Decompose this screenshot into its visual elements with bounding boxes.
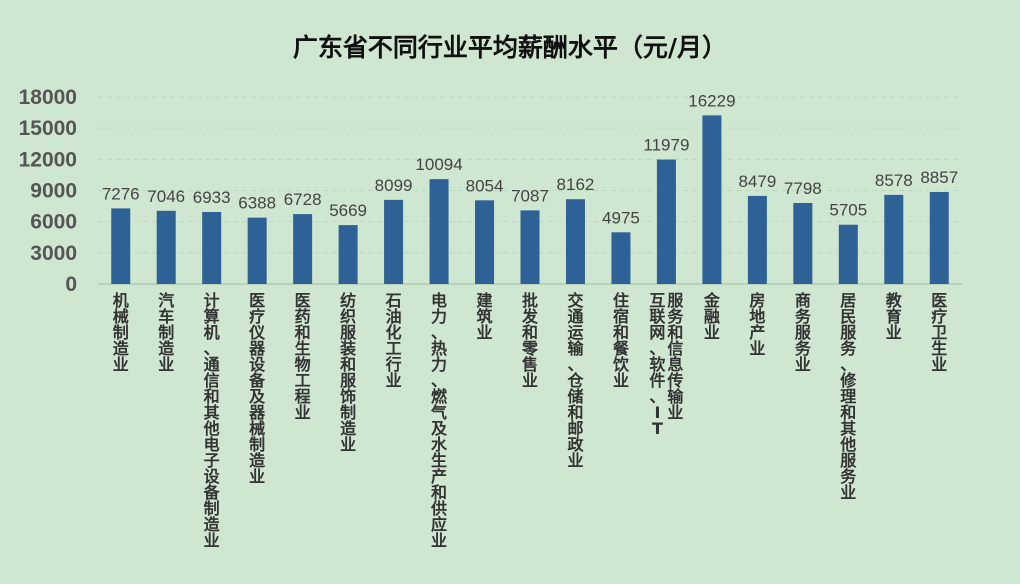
bar: [611, 232, 631, 284]
svg-text:居民服务、修理和其他服务业: 居民服务、修理和其他服务业: [839, 291, 857, 502]
x-tick-label: 纺织服装和服饰制造业: [339, 291, 357, 454]
bar: [384, 199, 404, 284]
bar: [111, 208, 131, 284]
x-tick-label: 汽车制造业: [158, 291, 175, 374]
svg-text:住宿和餐饮业: 住宿和餐饮业: [612, 291, 630, 390]
svg-text:建筑业: 建筑业: [477, 291, 493, 342]
chart-title: 广东省不同行业平均薪酬水平（元/月）: [293, 33, 727, 62]
x-tick-label: 医疗卫生业: [931, 291, 947, 374]
svg-text:医疗卫生业: 医疗卫生业: [931, 291, 947, 374]
bar: [338, 225, 358, 284]
bar: [520, 210, 540, 284]
svg-text:医疗仪器设备及器械制造业: 医疗仪器设备及器械制造业: [248, 291, 266, 486]
data-label: 10094: [415, 155, 462, 174]
svg-text:批发和零售业: 批发和零售业: [521, 291, 539, 390]
y-tick-label: 12000: [19, 148, 77, 171]
x-axis-labels: 机械制造业 汽车制造业 计算机、通信和其他电子设备制造业 医疗仪器设备及器械制造业 医药…: [113, 291, 948, 550]
x-tick-label: 批发和零售业: [521, 291, 539, 390]
x-tick-label: 医药和生物工程业: [295, 291, 311, 422]
svg-text:机械制造业: 机械制造业: [113, 291, 130, 374]
x-tick-label: 金融业: [703, 291, 721, 342]
bar: [293, 214, 313, 284]
bar: [247, 217, 267, 284]
bar: [565, 199, 585, 284]
svg-text:服务和信息传输业: 服务和信息传输业: [666, 291, 684, 422]
svg-text:交通运输、仓储和邮政业: 交通运输、仓储和邮政业: [566, 291, 584, 470]
y-tick-label: 9000: [30, 180, 77, 203]
data-label: 8578: [875, 171, 913, 190]
svg-text:电力、热力、燃气及水生产和供应业: 电力、热力、燃气及水生产和供应业: [430, 291, 448, 550]
x-tick-label: 电力、热力、燃气及水生产和供应业: [430, 291, 448, 550]
y-tick-label: 3000: [30, 242, 77, 265]
bar: [838, 224, 858, 284]
svg-text:金融业: 金融业: [703, 291, 721, 342]
x-tick-label: 机械制造业: [113, 291, 130, 374]
data-label: 5669: [329, 201, 367, 220]
bar: [793, 202, 813, 284]
data-label: 11979: [643, 136, 689, 155]
data-label: 8162: [557, 175, 595, 194]
data-label: 7276: [102, 184, 140, 203]
svg-text:医药和生物工程业: 医药和生物工程业: [295, 291, 311, 422]
x-tick-label: 计算机、通信和其他电子设备制造业: [203, 291, 221, 550]
x-tick-label: 居民服务、修理和其他服务业: [839, 291, 857, 502]
x-tick-label: 房地产业: [749, 291, 765, 358]
bar: [747, 195, 767, 284]
gridlines: [98, 96, 962, 254]
data-label: 8479: [738, 172, 776, 191]
x-tick-label: 交通运输、仓储和邮政业: [566, 291, 584, 470]
data-label: 16229: [688, 91, 735, 110]
data-label: 6933: [193, 188, 231, 207]
x-tick-label: 住宿和餐饮业: [612, 291, 630, 390]
data-label: 5705: [829, 201, 867, 220]
data-label: 8099: [375, 176, 413, 195]
data-label: 8054: [466, 176, 504, 195]
svg-text:教育业: 教育业: [886, 291, 903, 342]
data-label: 8857: [920, 168, 958, 187]
y-tick-label: 0: [65, 273, 77, 296]
svg-text:互联网、软件、IT: 互联网、软件、 I T: [649, 291, 665, 438]
y-axis-ticks: 0 3000 6000 9000 12000 15000 18000: [19, 86, 77, 296]
bar: [929, 191, 949, 284]
bar: [202, 211, 222, 284]
bar: [656, 159, 676, 284]
svg-text:房地产业: 房地产业: [749, 291, 765, 358]
data-label: 7046: [147, 187, 185, 206]
x-tick-label: 石油化工行业: [385, 291, 402, 390]
y-tick-label: 6000: [30, 211, 77, 234]
x-tick-label: 教育业: [886, 291, 903, 342]
data-label: 7798: [784, 179, 822, 198]
svg-text:汽车制造业: 汽车制造业: [158, 291, 175, 374]
svg-text:石油化工行业: 石油化工行业: [385, 291, 402, 390]
y-tick-label: 15000: [19, 117, 77, 140]
data-label: 6728: [284, 190, 322, 209]
bar: [156, 210, 176, 284]
x-tick-label: 医疗仪器设备及器械制造业: [248, 291, 266, 486]
y-tick-label: 18000: [19, 86, 77, 109]
data-label: 7087: [511, 186, 549, 205]
bar: [884, 194, 904, 284]
bars: [111, 115, 949, 285]
data-label: 4975: [602, 208, 640, 227]
svg-text:纺织服装和服饰制造业: 纺织服装和服饰制造业: [339, 291, 357, 454]
x-tick-label: 建筑业: [477, 291, 493, 342]
data-label: 6388: [238, 194, 276, 213]
bar: [429, 179, 449, 284]
x-tick-label: 商务服务业: [795, 291, 812, 374]
bar: [702, 115, 722, 285]
svg-text:商务服务业: 商务服务业: [795, 291, 812, 374]
bar: [475, 200, 495, 284]
svg-text:计算机、通信和其他电子设备制造业: 计算机、通信和其他电子设备制造业: [203, 291, 221, 550]
